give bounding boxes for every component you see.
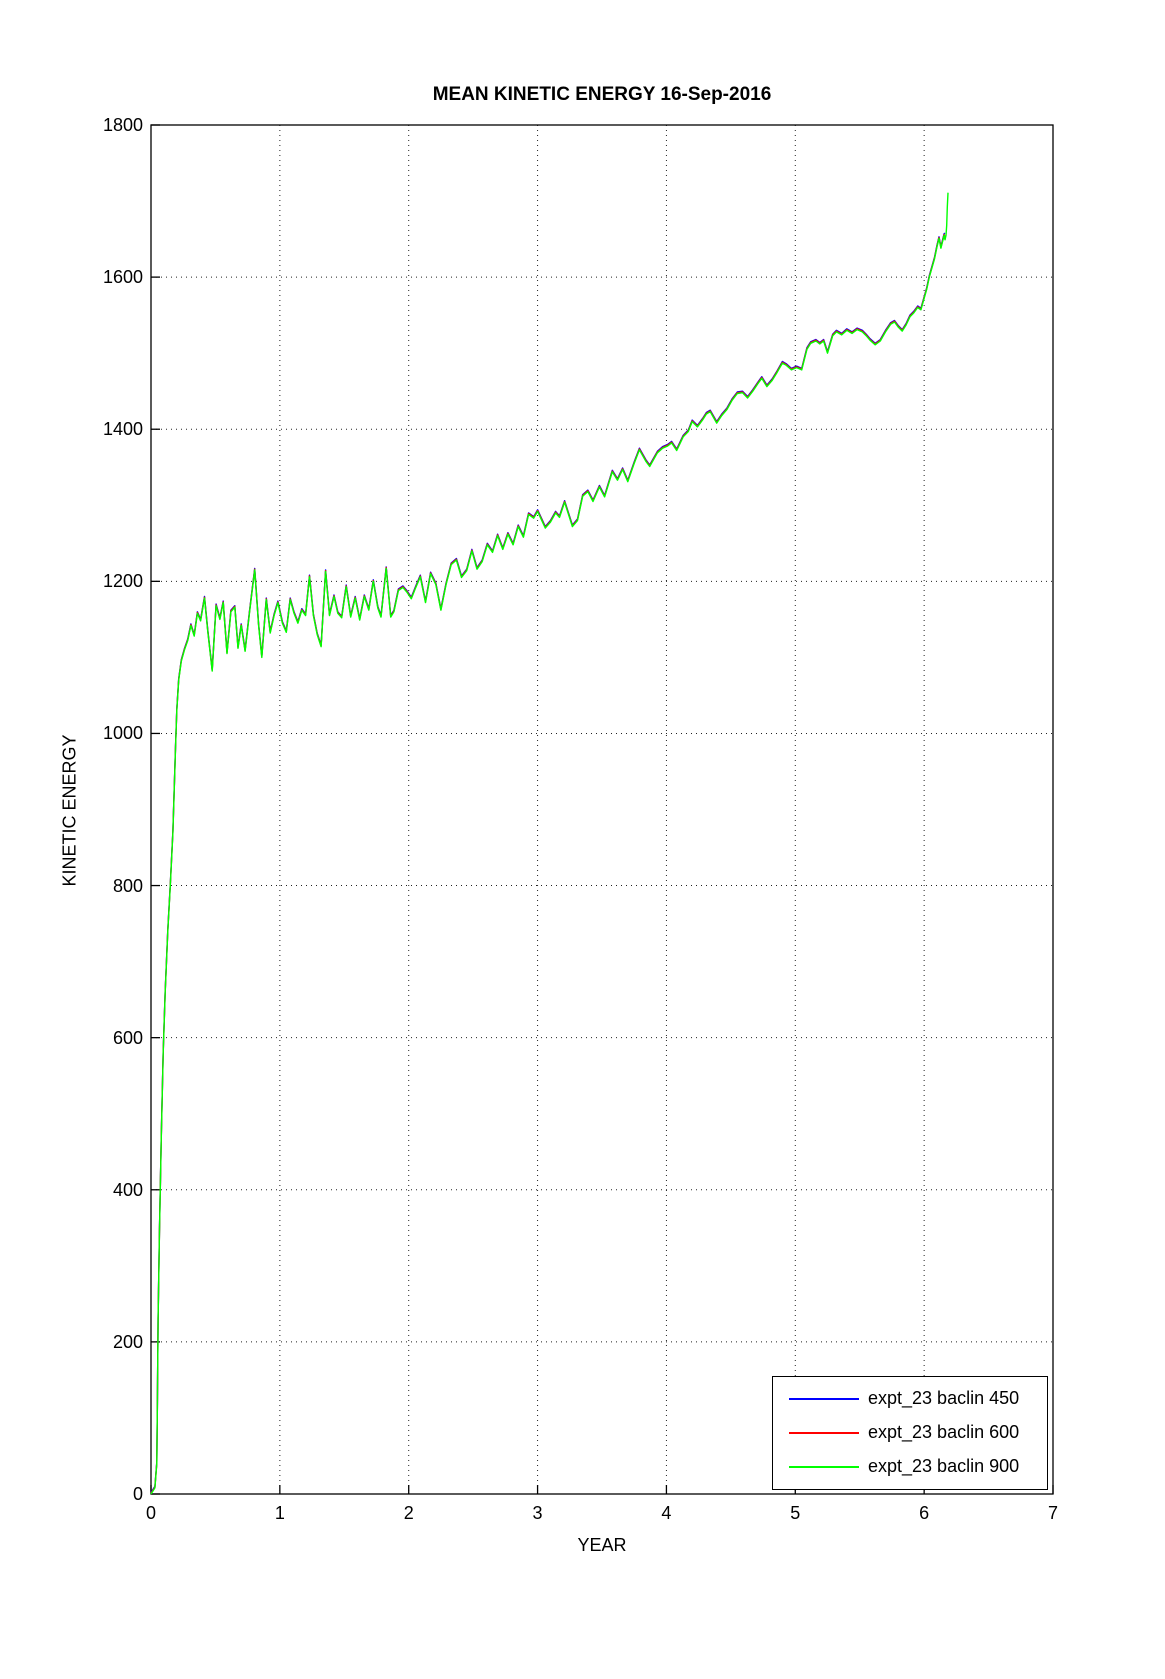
x-tick-label: 0 xyxy=(145,1503,156,1523)
y-axis-label: KINETIC ENERGY xyxy=(59,734,80,887)
legend-line-sample xyxy=(789,1466,859,1468)
y-tick-label: 1200 xyxy=(102,571,143,592)
legend-row: expt_23 baclin 900 xyxy=(773,1450,1047,1484)
x-tick-label: 5 xyxy=(790,1503,801,1523)
chart-title: MEAN KINETIC ENERGY 16-Sep-2016 xyxy=(432,84,772,105)
legend: expt_23 baclin 450 expt_23 baclin 600 expt… xyxy=(772,1376,1048,1490)
x-tick-label: 2 xyxy=(403,1503,414,1523)
plot-border xyxy=(150,124,1054,1495)
series-line xyxy=(150,192,949,1495)
y-tick-label: 1800 xyxy=(102,115,143,135)
legend-row: expt_23 baclin 450 xyxy=(773,1382,1047,1416)
x-tick-label: 3 xyxy=(532,1503,543,1523)
x-tick-label: 6 xyxy=(919,1503,930,1523)
series-line xyxy=(150,233,947,1494)
x-tick-label: 4 xyxy=(661,1503,672,1523)
x-tick-label: 1 xyxy=(274,1503,285,1523)
y-tick-label: 1000 xyxy=(102,723,143,744)
y-tick-label: 800 xyxy=(112,875,143,896)
y-tick-label: 600 xyxy=(112,1027,143,1048)
legend-label: expt_23 baclin 900 xyxy=(868,1456,1020,1476)
legend-label: expt_23 baclin 450 xyxy=(868,1388,1020,1408)
legend-label: expt_23 baclin 600 xyxy=(868,1422,1020,1442)
x-tick-label: 7 xyxy=(1047,1503,1058,1523)
legend-line-sample xyxy=(789,1398,859,1400)
legend-line-sample xyxy=(789,1432,859,1434)
y-tick-label: 400 xyxy=(112,1179,143,1200)
x-axis-label: YEAR xyxy=(577,1535,627,1555)
legend-row: expt_23 baclin 600 xyxy=(773,1416,1047,1450)
y-tick-label: 0 xyxy=(132,1484,143,1504)
y-tick-label: 1400 xyxy=(102,419,143,440)
series-line xyxy=(150,232,946,1493)
y-tick-label: 1600 xyxy=(102,267,143,288)
y-tick-label: 200 xyxy=(112,1331,143,1352)
